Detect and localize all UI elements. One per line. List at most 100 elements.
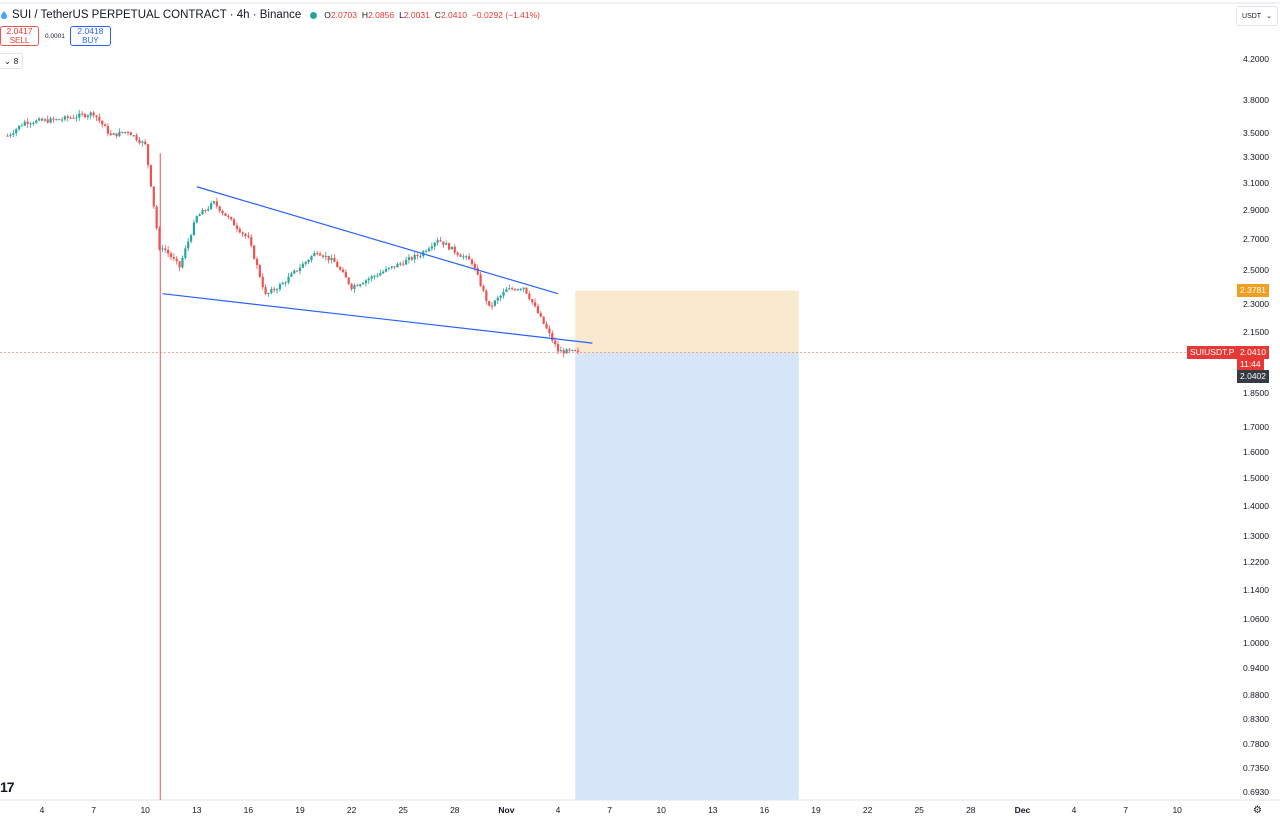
candle-body — [189, 235, 193, 242]
candle-body — [124, 131, 127, 133]
candle-body — [359, 284, 362, 287]
candle-body — [344, 272, 347, 278]
candle-body — [178, 261, 181, 268]
target-zone — [575, 290, 799, 353]
candle-body — [490, 305, 494, 307]
candle-body — [465, 256, 468, 258]
candle-body — [321, 255, 325, 257]
candle-body — [126, 131, 130, 133]
chevron-down-icon: ⌄ — [4, 56, 11, 66]
candle-body — [542, 316, 545, 324]
candle-body — [20, 125, 24, 127]
candle-body — [270, 289, 273, 293]
candle-body — [46, 119, 49, 123]
time-tick: 22 — [862, 805, 873, 815]
candle-body — [361, 283, 365, 285]
time-tick: 19 — [295, 805, 305, 815]
candle-body — [6, 135, 9, 137]
sui-logo-icon — [1, 11, 7, 19]
candle-body — [313, 253, 316, 257]
candle-body — [138, 140, 141, 143]
candle-body — [519, 289, 522, 291]
candle-body — [52, 118, 55, 120]
candle-body — [293, 270, 296, 274]
target-price-tag: 2.3781 — [1237, 284, 1269, 298]
sell-button[interactable]: 2.0417 SELL — [0, 26, 39, 46]
candle-body — [413, 254, 416, 260]
time-tick: 22 — [346, 805, 357, 815]
time-tick: Nov — [498, 805, 515, 815]
market-status-dot — [310, 11, 318, 19]
candle-body — [447, 243, 451, 250]
time-tick: 4 — [39, 805, 45, 815]
candle-body — [419, 255, 422, 257]
indicator-count: 8 — [13, 56, 19, 66]
price-tick: 0.7800 — [1243, 738, 1269, 749]
candle-body — [275, 289, 279, 291]
buy-button[interactable]: 2.0418 BUY — [69, 26, 111, 46]
gear-icon[interactable]: ⚙ — [1253, 805, 1262, 816]
candle-body — [281, 282, 284, 285]
candle-body — [75, 117, 78, 119]
candle-body — [98, 117, 101, 121]
candle-body — [17, 125, 21, 130]
candle-body — [212, 201, 216, 204]
time-tick: 7 — [1123, 805, 1128, 815]
candle-body — [545, 323, 548, 329]
candle-body — [562, 350, 565, 354]
candle-body — [78, 113, 81, 118]
candle-body — [505, 289, 508, 292]
currency-selector[interactable]: USDT ⌄ — [1236, 6, 1278, 26]
price-tick: 1.4000 — [1243, 501, 1269, 512]
time-tick: 13 — [192, 805, 202, 815]
candle-body — [379, 273, 382, 276]
candle-body — [436, 240, 439, 243]
time-tick: 19 — [811, 805, 821, 815]
candle-body — [496, 297, 499, 301]
candle-body — [69, 117, 72, 119]
candle-body — [112, 133, 115, 135]
candle-body — [450, 246, 454, 250]
candle-body — [15, 129, 18, 134]
candle-body — [442, 241, 445, 245]
candle-body — [407, 257, 411, 260]
trendlines[interactable] — [162, 186, 593, 344]
candle-body — [141, 141, 144, 143]
candle-body — [167, 249, 170, 254]
candle-body — [198, 214, 201, 217]
candle-body — [296, 270, 299, 272]
candle-body — [324, 255, 327, 257]
tradingview-logo[interactable]: 17 — [0, 779, 15, 795]
time-tick: 10 — [656, 805, 666, 815]
chevron-down-icon: ⌄ — [1266, 13, 1272, 20]
candle-body — [499, 295, 502, 298]
price-tick: 1.5000 — [1243, 472, 1269, 483]
price-tick: 1.2200 — [1243, 557, 1269, 567]
candle-body — [109, 133, 112, 135]
candle-body — [215, 201, 218, 207]
time-tick: 16 — [243, 805, 254, 815]
candle-body — [284, 282, 287, 284]
candle-body — [459, 254, 462, 257]
candle-body — [318, 253, 322, 256]
candle-body — [493, 300, 497, 306]
candle-body — [370, 276, 373, 279]
last-price-tag: 2.0410 — [1237, 346, 1269, 360]
trendline-upper[interactable] — [196, 186, 559, 295]
position-tool[interactable] — [575, 290, 799, 800]
candle-body — [508, 288, 511, 290]
symbol-tag: SUIUSDT.P — [1187, 346, 1238, 360]
candle-body — [327, 255, 330, 261]
candle-body — [101, 120, 104, 125]
indicators-toggle[interactable]: ⌄ 8 — [0, 53, 24, 69]
price-tick: 1.6000 — [1243, 446, 1269, 457]
price-tick: 2.5000 — [1243, 265, 1269, 276]
candle-body — [258, 265, 261, 277]
candle-body — [29, 123, 32, 125]
trendline-lower[interactable] — [162, 293, 593, 344]
candle-body — [250, 237, 253, 246]
symbol-title[interactable]: SUI / TetherUS PERPETUAL CONTRACT · 4h ·… — [12, 9, 302, 21]
chart-header: SUI / TetherUS PERPETUAL CONTRACT · 4h ·… — [0, 6, 545, 24]
candle-body — [390, 266, 393, 268]
